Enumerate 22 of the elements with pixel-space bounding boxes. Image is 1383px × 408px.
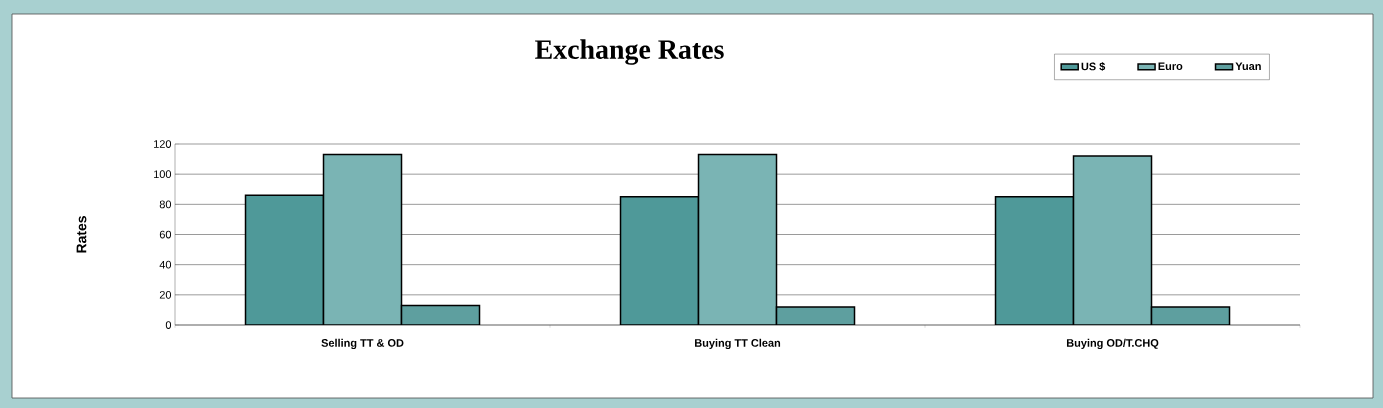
x-tick-label: Buying OD/T.CHQ bbox=[1066, 338, 1159, 350]
y-tick-label: 0 bbox=[165, 321, 172, 329]
chart-title: Exchange Rates bbox=[535, 39, 724, 65]
legend-label: Yuan bbox=[1235, 62, 1261, 71]
x-tick-label: Selling TT & OD bbox=[321, 338, 404, 350]
bar bbox=[400, 304, 481, 325]
y-tick-label: 120 bbox=[154, 140, 172, 148]
y-tick-label: 20 bbox=[159, 290, 172, 299]
y-tick-label: 40 bbox=[159, 260, 172, 269]
bar bbox=[244, 194, 325, 325]
y-tick-label: 60 bbox=[159, 230, 172, 239]
bar bbox=[322, 153, 403, 325]
y-tick-label: 100 bbox=[154, 170, 172, 179]
bar bbox=[1072, 155, 1153, 325]
x-tick-label: Buying TT Clean bbox=[695, 338, 781, 350]
y-axis-title: Rates bbox=[76, 216, 87, 253]
bar bbox=[994, 196, 1075, 325]
bar bbox=[697, 153, 778, 325]
legend-label: Euro bbox=[1158, 62, 1183, 71]
y-tick-label: 80 bbox=[159, 200, 172, 209]
legend-label: US $ bbox=[1081, 62, 1106, 72]
bar bbox=[619, 196, 700, 325]
